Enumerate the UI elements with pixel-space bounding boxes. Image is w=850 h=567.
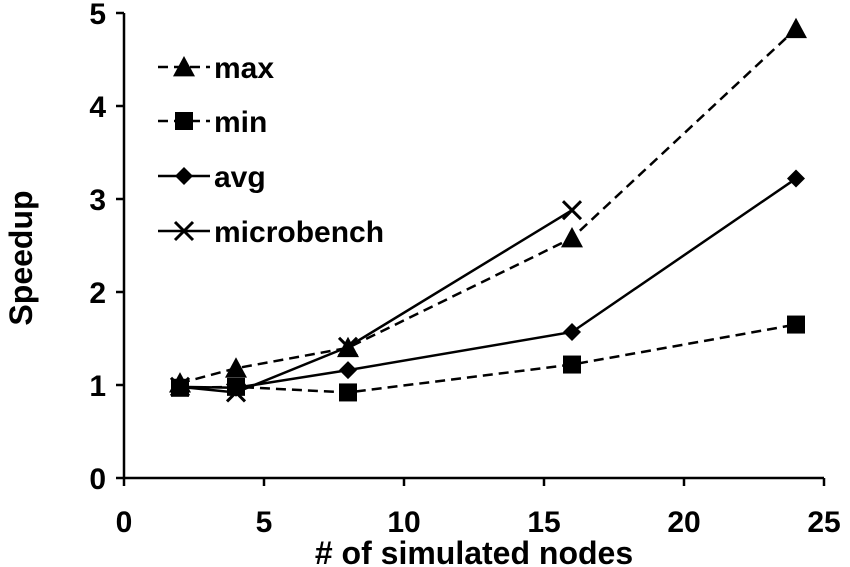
x-tick-label: 25 (807, 506, 840, 539)
y-tick-label: 0 (89, 463, 106, 496)
x-tick-label: 10 (387, 506, 420, 539)
data-point-max (561, 227, 583, 248)
y-axis-title: Speedup (3, 190, 39, 325)
data-point-microbench (561, 200, 583, 221)
series-line-avg (179, 177, 797, 390)
data-point-avg (339, 361, 357, 380)
y-tick-label: 4 (89, 91, 106, 124)
legend-marker (175, 112, 193, 130)
data-point-avg (563, 322, 581, 341)
legend-item-max: max (158, 52, 274, 85)
data-point-min (339, 383, 357, 402)
data-point-microbench (337, 336, 359, 357)
x-tick-label: 15 (527, 506, 560, 539)
x-tick-label: 5 (256, 506, 273, 539)
series-min (171, 315, 805, 402)
legend-item-min: min (158, 106, 267, 139)
series-microbench (169, 200, 583, 403)
x-tick-label: 20 (667, 506, 700, 539)
legend-label: min (214, 106, 267, 139)
legend-label: microbench (214, 216, 384, 249)
legend: max min avg microbench (158, 52, 384, 249)
legend-marker (175, 167, 193, 185)
y-tick-label: 1 (89, 370, 106, 403)
data-point-microbench (169, 376, 191, 397)
axes: 0 1 2 3 4 5 0 5 10 15 20 25 (89, 0, 840, 539)
data-point-microbench (225, 382, 247, 403)
series-layer (169, 17, 807, 403)
legend-item-avg: avg (158, 161, 266, 194)
y-tick-label: 3 (89, 184, 106, 217)
data-point-max (225, 357, 247, 378)
data-point-max (785, 17, 807, 39)
series-line-max (179, 27, 797, 385)
x-tick-label: 0 (116, 506, 133, 539)
legend-item-microbench: microbench (158, 216, 384, 249)
data-point-avg (787, 169, 805, 188)
x-axis-title: # of simulated nodes (315, 535, 633, 567)
data-point-min (563, 355, 581, 374)
series-line-microbench (179, 209, 573, 394)
legend-marker (173, 56, 195, 77)
y-tick-label: 5 (89, 0, 106, 31)
data-point-min (787, 315, 805, 334)
legend-label: avg (214, 161, 266, 194)
legend-marker (173, 220, 195, 242)
y-tick-label: 2 (89, 277, 106, 310)
legend-label: max (214, 52, 274, 85)
